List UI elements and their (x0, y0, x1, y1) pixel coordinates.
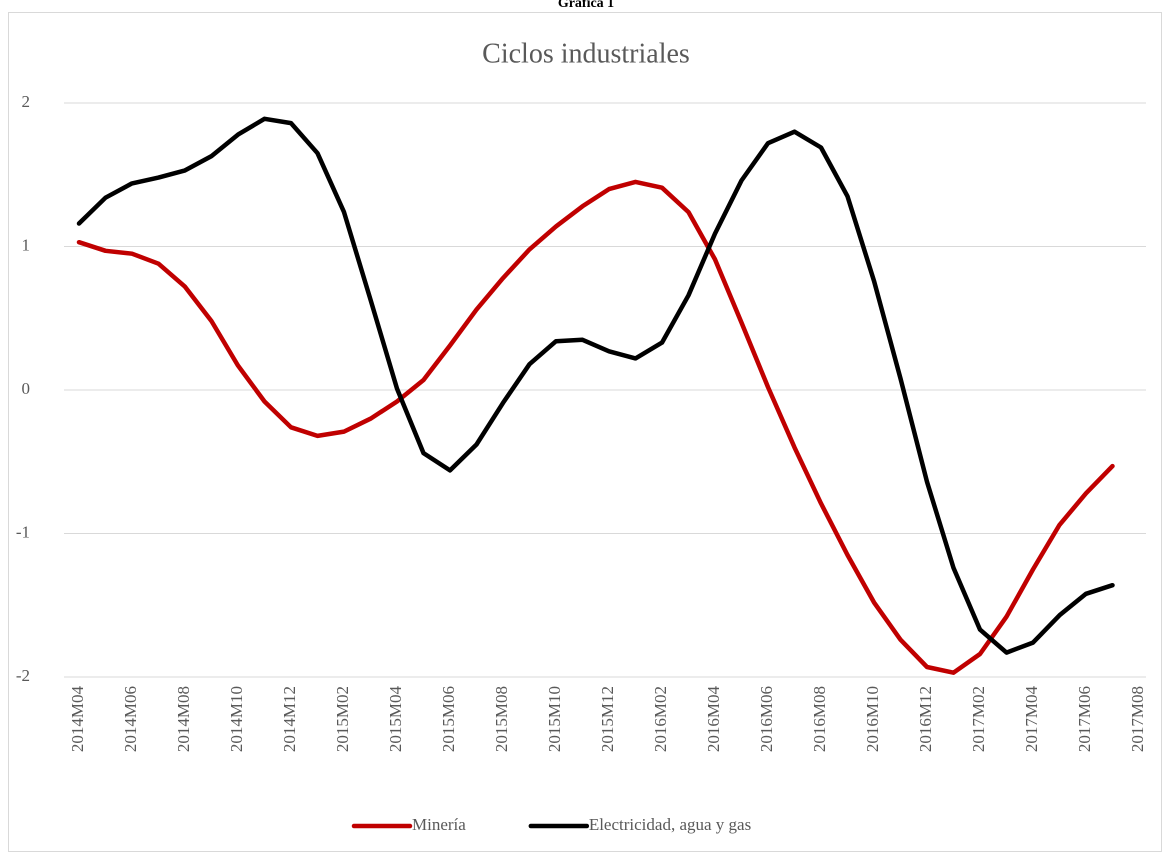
series-line (76, 179, 1115, 675)
y-tick-label: 2 (22, 92, 31, 111)
x-tick-label: 2015M08 (492, 686, 511, 752)
y-tick-label: -1 (16, 522, 30, 541)
x-tick-label: 2015M12 (598, 686, 617, 752)
x-tick-label: 2017M06 (1075, 686, 1094, 752)
x-tick-label: 2016M10 (863, 686, 882, 752)
series-line (76, 116, 1115, 655)
x-tick-label: 2014M08 (174, 686, 193, 752)
y-tick-label: 0 (22, 379, 31, 398)
x-tick-label: 2015M06 (439, 686, 458, 752)
y-tick-label: -2 (16, 666, 30, 685)
figure-heading: Gráfica 1 (558, 0, 614, 11)
x-tick-label: 2014M10 (227, 686, 246, 752)
x-tick-label: 2015M10 (545, 686, 564, 752)
x-tick-label: 2014M04 (68, 686, 87, 753)
x-tick-label: 2017M02 (969, 686, 988, 752)
chart-frame (8, 12, 1162, 852)
x-tick-label: 2016M12 (916, 686, 935, 752)
legend-label: Electricidad, agua y gas (589, 815, 751, 834)
y-tick-label: 1 (22, 235, 31, 254)
x-tick-label: 2014M12 (280, 686, 299, 752)
legend-label: Minería (412, 815, 466, 834)
x-tick-label: 2015M02 (333, 686, 352, 752)
x-tick-label: 2014M06 (121, 686, 140, 752)
x-tick-label: 2017M04 (1022, 686, 1041, 753)
x-tick-label: 2016M04 (704, 686, 723, 753)
x-tick-label: 2017M08 (1128, 686, 1147, 752)
x-tick-label: 2015M04 (386, 686, 405, 753)
x-tick-label: 2016M02 (651, 686, 670, 752)
x-tick-label: 2016M08 (810, 686, 829, 752)
x-tick-label: 2016M06 (757, 686, 776, 752)
chart-title: Ciclos industriales (482, 38, 690, 69)
